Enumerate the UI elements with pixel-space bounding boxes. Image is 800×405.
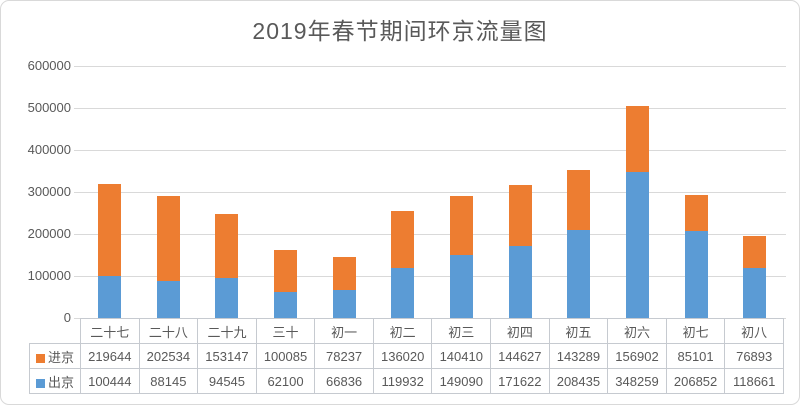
y-axis-tick-label: 600000 — [27, 58, 71, 73]
table-value-cell: 140410 — [431, 343, 492, 369]
table-value-cell: 118661 — [724, 368, 784, 394]
legend-swatch-icon — [35, 353, 45, 363]
bar-segment-进京-初一 — [333, 257, 356, 290]
y-axis-tick-label: 200000 — [27, 226, 71, 241]
gridline — [74, 276, 786, 277]
gridline — [74, 192, 786, 193]
category-header: 初三 — [431, 318, 492, 344]
data-table: 二十七 二十八 二十九 三十 初一 初二 初三 初四 初五 初六 初七 初八进京 219644 20253… — [29, 318, 784, 394]
bar-segment-出京-初一 — [333, 290, 356, 318]
table-value-cell: 62100 — [255, 368, 316, 394]
table-value-cell: 94545 — [197, 368, 257, 394]
table-value-cell: 100085 — [255, 343, 316, 369]
table-value-cell: 78237 — [314, 343, 374, 369]
bar-segment-出京-三十 — [274, 292, 297, 318]
legend-item-进京: 进京 — [29, 343, 81, 369]
table-value-cell: 100444 — [80, 368, 140, 394]
category-header: 二十八 — [138, 318, 199, 344]
bar-segment-进京-初六 — [626, 106, 649, 172]
bar-segment-进京-二十七 — [98, 184, 121, 276]
bar-segment-出京-二十九 — [215, 278, 238, 318]
table-value-cell: 143289 — [548, 343, 609, 369]
bar-segment-进京-三十 — [274, 250, 297, 292]
bar-segment-出京-初八 — [743, 268, 766, 318]
table-value-cell: 66836 — [314, 368, 374, 394]
legend-swatch-icon — [35, 378, 45, 388]
legend-label: 进京 — [47, 349, 74, 365]
gridline — [74, 234, 786, 235]
table-value-cell: 144627 — [490, 343, 550, 369]
bar-segment-进京-初五 — [567, 170, 590, 230]
category-header: 初五 — [548, 318, 609, 344]
y-axis-tick-label: 0 — [63, 310, 71, 325]
table-value-cell: 348259 — [607, 368, 667, 394]
category-header: 二十九 — [197, 318, 257, 344]
bar-segment-出京-二十七 — [98, 276, 121, 318]
y-axis-tick-label: 500000 — [27, 100, 71, 115]
bar-segment-进京-二十九 — [215, 214, 238, 278]
table-value-cell: 206852 — [665, 368, 726, 394]
legend-label: 出京 — [47, 374, 74, 390]
y-axis-tick-label: 100000 — [27, 268, 71, 283]
legend-corner — [30, 319, 81, 344]
category-header: 二十七 — [80, 318, 140, 344]
bar-segment-出京-初五 — [567, 230, 590, 318]
gridline — [74, 66, 786, 67]
category-header: 三十 — [255, 318, 316, 344]
category-header: 初七 — [665, 318, 726, 344]
table-value-cell: 76893 — [724, 343, 784, 369]
category-header: 初二 — [372, 318, 433, 344]
gridline — [74, 150, 786, 151]
table-value-cell: 156902 — [607, 343, 667, 369]
bar-segment-出京-初四 — [509, 246, 532, 318]
table-value-cell: 219644 — [80, 343, 140, 369]
table-value-cell: 88145 — [138, 368, 199, 394]
category-header: 初一 — [314, 318, 374, 344]
bar-segment-进京-初四 — [509, 185, 532, 246]
bar-segment-进京-初八 — [743, 236, 766, 268]
category-header: 初八 — [724, 318, 784, 344]
bar-segment-进京-初七 — [685, 195, 708, 231]
category-header: 初六 — [607, 318, 667, 344]
legend-item-出京: 出京 — [29, 368, 81, 394]
y-axis-tick-label: 400000 — [27, 142, 71, 157]
table-value-cell: 119932 — [372, 368, 433, 394]
table-value-cell: 153147 — [197, 343, 257, 369]
gridline — [74, 108, 786, 109]
table-value-cell: 85101 — [665, 343, 726, 369]
bar-segment-出京-二十八 — [157, 281, 180, 318]
bar-segment-出京-初七 — [685, 231, 708, 318]
table-value-cell: 171622 — [490, 368, 550, 394]
chart-title: 2019年春节期间环京流量图 — [252, 18, 548, 44]
table-value-cell: 208435 — [548, 368, 609, 394]
bar-segment-出京-初六 — [626, 172, 649, 318]
bar-segment-进京-初二 — [391, 211, 414, 268]
bar-segment-出京-初二 — [391, 268, 414, 318]
category-header: 初四 — [490, 318, 550, 344]
bar-segment-出京-初三 — [450, 255, 473, 318]
y-axis-tick-label: 300000 — [27, 184, 71, 199]
bar-segment-进京-初三 — [450, 196, 473, 255]
table-value-cell: 202534 — [138, 343, 199, 369]
table-value-cell: 149090 — [431, 368, 492, 394]
table-value-cell: 136020 — [372, 343, 433, 369]
bar-segment-进京-二十八 — [157, 196, 180, 281]
